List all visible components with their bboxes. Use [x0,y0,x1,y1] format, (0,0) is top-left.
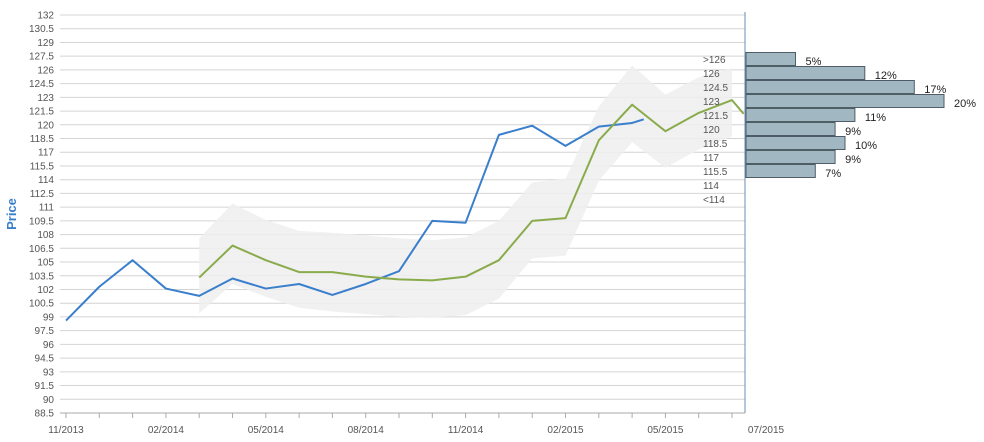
y-tick-label: 124.5 [29,79,54,90]
histogram-bar [745,94,945,108]
y-tick-label: 100.5 [29,299,54,310]
y-tick-label: 129 [37,38,54,49]
x-tick-label: 02/2014 [148,425,185,436]
histogram-bar [745,164,816,178]
histogram-bar-percent: 17% [924,84,946,96]
histogram-bar-percent: 10% [855,140,877,152]
y-tick-label: 109.5 [29,216,54,227]
y-tick-label: 126 [37,65,54,76]
confidence-band [199,65,732,318]
y-tick-label: 123 [37,93,54,104]
x-tick-label: 05/2015 [647,425,684,436]
histogram-bin-label: <114 [703,195,725,206]
y-tick-label: 88.5 [35,409,55,420]
histogram: >126 5% 126 12% 124.5 17% 123 20% 121.5 11% 120 9% 1… [703,52,976,206]
y-tick-label: 112.5 [30,189,55,200]
y-tick-label: 91.5 [35,381,55,392]
x-tick-label: 02/2015 [547,425,584,436]
x-tick-label: 05/2014 [248,425,285,436]
y-tick-label: 106.5 [29,244,54,255]
histogram-bar [745,108,856,122]
y-tick-label: 114 [38,175,54,186]
y-tick-label: 132 [37,11,54,22]
y-tick-label: 105 [37,258,54,269]
y-tick-label: 99 [43,312,55,323]
y-tick-label: 96 [43,340,55,351]
y-tick-label: 94.5 [35,354,55,365]
y-tick-label: 118.5 [30,134,55,145]
histogram-bar-percent: 7% [825,168,841,180]
x-tick-label: 11/2013 [48,425,84,436]
histogram-bar-percent: 20% [954,98,976,110]
histogram-bar-percent: 9% [845,126,861,138]
histogram-bin-label: 126 [703,69,720,80]
histogram-bin-label: 115.5 [703,167,728,178]
histogram-bar [745,52,796,66]
series-lines [65,99,745,322]
y-tick-label: 127.5 [29,52,54,63]
y-tick-label: 111 [39,203,55,214]
histogram-bar [745,66,866,80]
historical-price-line [65,118,645,322]
forecast-band [199,65,732,318]
y-axis-label: Price [4,198,19,230]
x-tick-label: 07/2015 [748,425,785,436]
histogram-bin-label: 121.5 [703,111,728,122]
histogram-bin-label: 120 [703,125,720,136]
y-tick-label: 93 [43,367,55,378]
histogram-bar [745,150,836,164]
histogram-bin-label: 117 [703,153,719,164]
x-axis-ticks: 11/2013 02/2014 05/2014 08/2014 11/2014 02/20… [48,413,785,436]
y-tick-label: 120 [37,120,54,131]
histogram-bin-label: 124.5 [703,83,728,94]
y-tick-label: 117 [38,148,54,159]
y-tick-label: 102 [37,285,54,296]
x-tick-label: 11/2014 [448,425,484,436]
histogram-bar-percent: 12% [875,70,897,82]
histogram-bin-label: 118.5 [703,139,728,150]
histogram-bar [745,122,836,136]
y-tick-label: 103.5 [29,271,54,282]
histogram-bar [745,80,915,94]
y-axis-ticks: 132 130.5 129 127.5 126 124.5 123 121.5 120 118.5… [29,11,54,420]
y-tick-label: 121.5 [29,107,54,118]
y-tick-label: 130.5 [29,24,54,35]
histogram-bar-percent: 11% [865,112,886,124]
histogram-bar-percent: 9% [845,154,861,166]
histogram-bin-label: 123 [703,97,720,108]
histogram-bin-label: >126 [703,55,726,66]
y-tick-label: 90 [43,395,55,406]
forecast-price-line [198,99,745,282]
histogram-bin-label: 114 [703,181,719,192]
y-tick-label: 115.5 [30,161,55,172]
y-tick-label: 108 [37,230,54,241]
histogram-bar [745,136,846,150]
y-tick-label: 97.5 [35,326,55,337]
histogram-bar-percent: 5% [806,56,822,68]
x-tick-label: 08/2014 [348,425,385,436]
